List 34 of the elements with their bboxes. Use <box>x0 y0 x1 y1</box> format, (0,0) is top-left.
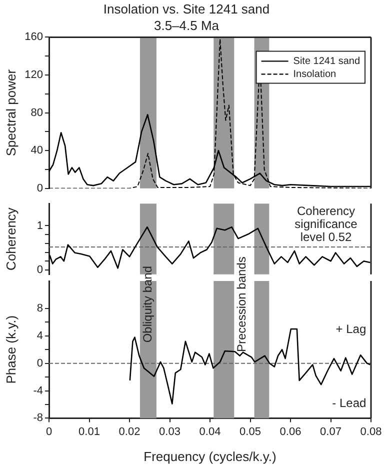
x-tick-label: 0.03 <box>159 426 180 438</box>
x-axis-title: Frequency (cycles/k.y.) <box>144 448 276 464</box>
x-tick-label: 0.07 <box>320 426 342 438</box>
y-tick-label: 0 <box>36 357 43 370</box>
y-axis-title: Coherency <box>3 207 18 270</box>
y-axis-title: Phase (k.y.) <box>3 315 18 384</box>
annotation: Precession bands <box>234 256 249 352</box>
y-tick-label: 120 <box>24 69 43 82</box>
annotation: + Lag <box>336 322 366 336</box>
y-tick-label: 4 <box>36 330 43 342</box>
legend-label: Insolation <box>293 68 336 80</box>
chart-subtitle: 3.5–4.5 Ma <box>154 18 220 33</box>
x-tick-label: 0.01 <box>78 426 100 438</box>
x-tick-label: 0 <box>46 426 52 438</box>
y-axis-title: Spectral power <box>3 68 18 156</box>
y-tick-label: 0 <box>36 264 43 276</box>
y-tick-label: -4 <box>33 384 43 397</box>
band-label: Obliquity band <box>140 266 155 343</box>
x-tick-label: 0.06 <box>280 426 302 438</box>
y-tick-label: -8 <box>33 412 43 424</box>
annotation: - Lead <box>332 396 366 410</box>
x-tick-label: 0.08 <box>360 426 382 438</box>
x-tick-label: 0.04 <box>199 426 221 438</box>
y-tick-label: 0 <box>36 182 43 194</box>
y-tick-label: 1 <box>36 220 43 232</box>
y-tick-label: 8 <box>36 302 43 314</box>
y-tick-label: 40 <box>30 144 43 157</box>
y-tick-label: 160 <box>24 31 43 44</box>
ref-line-label: Coherency significance level 0.52 <box>294 204 358 244</box>
chart-title: Insolation vs. Site 1241 sand <box>103 1 270 16</box>
x-tick-label: 0.05 <box>240 426 261 438</box>
legend-label: Site 1241 sand <box>293 56 360 67</box>
y-tick-label: 80 <box>30 106 43 119</box>
x-tick-label: 0.02 <box>118 426 140 438</box>
